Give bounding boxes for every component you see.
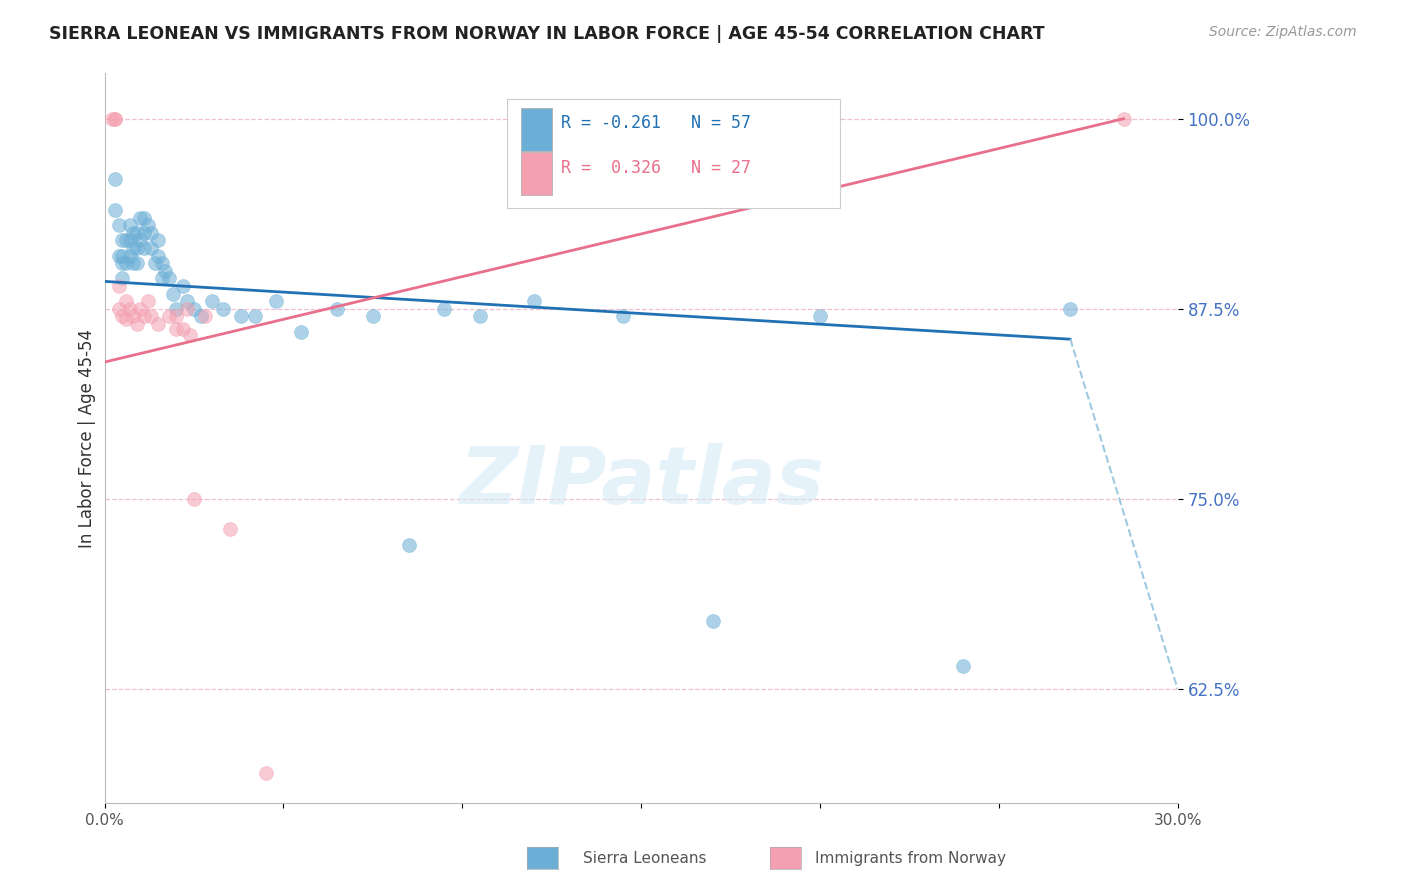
Point — [183, 491, 205, 506]
FancyBboxPatch shape — [508, 98, 839, 208]
Point — [108, 301, 131, 316]
Point — [398, 538, 420, 552]
Point — [361, 310, 384, 324]
Point — [523, 294, 546, 309]
Point — [118, 301, 141, 316]
Point — [157, 271, 180, 285]
Point — [190, 310, 212, 324]
Point — [211, 301, 233, 316]
Point — [157, 310, 180, 324]
Point — [115, 256, 138, 270]
Point — [136, 294, 159, 309]
Point — [132, 226, 155, 240]
Point — [172, 279, 194, 293]
Text: ZIPatlas: ZIPatlas — [458, 443, 824, 521]
Point — [111, 271, 134, 285]
Point — [115, 312, 138, 326]
Point — [176, 301, 198, 316]
Point — [254, 765, 277, 780]
Point — [165, 301, 187, 316]
Point — [115, 233, 138, 247]
Point — [111, 310, 134, 324]
Point — [148, 233, 170, 247]
Point — [612, 310, 634, 324]
Point — [122, 241, 145, 255]
Point — [148, 317, 170, 331]
Point — [100, 112, 122, 126]
Point — [176, 294, 198, 309]
Text: R = -0.261   N = 57: R = -0.261 N = 57 — [561, 113, 751, 132]
Text: R =  0.326   N = 27: R = 0.326 N = 27 — [561, 159, 751, 177]
Point — [108, 279, 131, 293]
Text: SIERRA LEONEAN VS IMMIGRANTS FROM NORWAY IN LABOR FORCE | AGE 45-54 CORRELATION : SIERRA LEONEAN VS IMMIGRANTS FROM NORWAY… — [49, 25, 1045, 43]
Point — [129, 233, 152, 247]
Point — [183, 301, 205, 316]
Text: Source: ZipAtlas.com: Source: ZipAtlas.com — [1209, 25, 1357, 39]
Point — [125, 241, 148, 255]
Point — [229, 310, 252, 324]
Point — [111, 233, 134, 247]
Y-axis label: In Labor Force | Age 45-54: In Labor Force | Age 45-54 — [79, 328, 96, 548]
Point — [136, 218, 159, 232]
Point — [702, 614, 724, 628]
Point — [172, 321, 194, 335]
Point — [108, 218, 131, 232]
Point — [218, 522, 240, 536]
Point — [132, 241, 155, 255]
Point — [118, 233, 141, 247]
Text: Sierra Leoneans: Sierra Leoneans — [583, 851, 707, 865]
Point — [125, 226, 148, 240]
Point — [165, 321, 187, 335]
Point — [104, 112, 127, 126]
Point — [1059, 301, 1081, 316]
Point — [115, 294, 138, 309]
Point — [155, 264, 177, 278]
Point — [150, 256, 173, 270]
Text: Immigrants from Norway: Immigrants from Norway — [815, 851, 1007, 865]
Point — [290, 325, 312, 339]
Point — [111, 256, 134, 270]
Point — [118, 218, 141, 232]
Point — [243, 310, 266, 324]
Point — [194, 310, 217, 324]
Point — [162, 286, 184, 301]
Point — [139, 310, 162, 324]
Point — [148, 248, 170, 262]
Point — [125, 256, 148, 270]
Point — [111, 248, 134, 262]
Point — [122, 226, 145, 240]
Point — [139, 241, 162, 255]
Point — [266, 294, 288, 309]
FancyBboxPatch shape — [522, 152, 553, 195]
Point — [129, 301, 152, 316]
Point — [108, 248, 131, 262]
Point — [122, 310, 145, 324]
Point — [125, 317, 148, 331]
Point — [129, 211, 152, 225]
Point — [118, 248, 141, 262]
Point — [179, 327, 201, 342]
FancyBboxPatch shape — [522, 108, 553, 151]
Point — [143, 256, 166, 270]
Point — [1112, 112, 1135, 126]
Point — [470, 310, 492, 324]
Point — [104, 202, 127, 217]
Point — [122, 256, 145, 270]
Point — [104, 172, 127, 186]
Point — [150, 271, 173, 285]
Point — [132, 211, 155, 225]
Point — [104, 112, 127, 126]
Point — [201, 294, 224, 309]
Point — [139, 226, 162, 240]
Point — [165, 310, 187, 324]
Point — [326, 301, 349, 316]
Point — [952, 659, 974, 673]
Point — [433, 301, 456, 316]
Point — [808, 310, 831, 324]
Point — [132, 310, 155, 324]
